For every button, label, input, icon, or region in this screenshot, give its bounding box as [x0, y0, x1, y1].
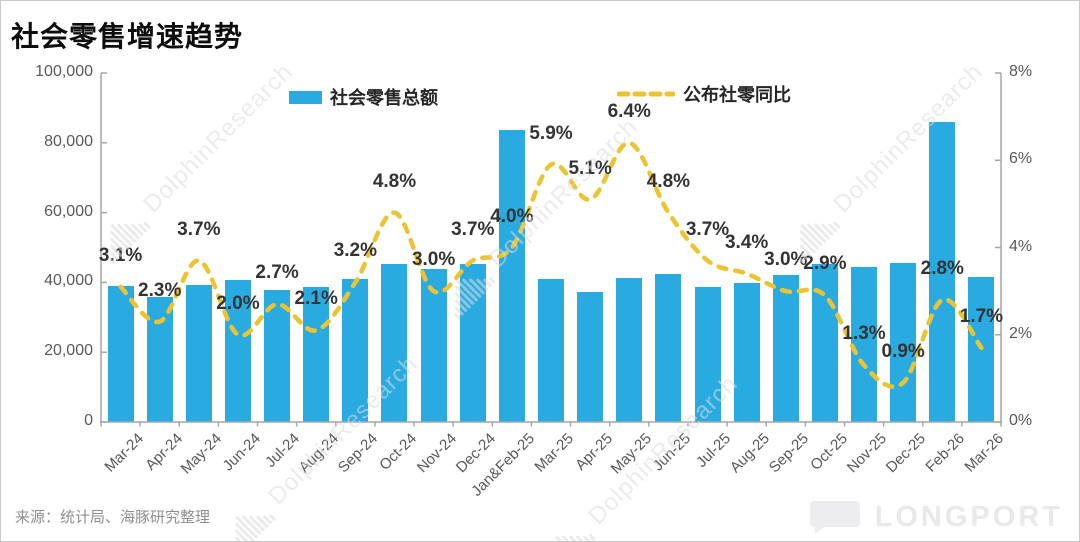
- x-axis-label-Feb-26: Feb-26: [922, 430, 969, 476]
- x-axis-label-Jun-25: Jun-25: [649, 430, 695, 475]
- yoy-point-label-Jun-25: 4.8%: [646, 170, 691, 192]
- yoy-point-label-Apr-24: 2.3%: [138, 279, 182, 301]
- watermark-text: DolphinResearch: [138, 58, 299, 218]
- x-axis-label-Aug-24: Aug-24: [295, 430, 343, 477]
- yoy-point-label-Feb-26: 2.8%: [920, 257, 964, 279]
- x-axis-label-Jun-24: Jun-24: [219, 430, 264, 475]
- yoy-point-label-Oct-25: 2.9%: [803, 253, 847, 275]
- yoy-point-label-Dec-25: 0.9%: [881, 340, 925, 362]
- x-axis-label-May-25: May-25: [607, 430, 656, 478]
- yoy-point-label-Jun-24: 2.0%: [216, 292, 260, 314]
- bar-Nov-24: [420, 269, 447, 422]
- x-axis-label-Sep-24: Sep-24: [335, 430, 382, 477]
- left-axis-tick-label: 80,000: [44, 132, 93, 150]
- longport-logo-icon: [809, 501, 860, 534]
- bar-Jul-24: [264, 290, 291, 422]
- right-axis-tick-label: 6%: [1009, 150, 1033, 168]
- bar-May-24: [185, 285, 212, 422]
- legend-label-retail-total: 社会零售总额: [330, 88, 438, 108]
- yoy-point-label-Mar-25: 5.9%: [529, 122, 573, 144]
- bar-Aug-25: [733, 283, 760, 422]
- x-axis-label-Mar-25: Mar-25: [531, 430, 578, 476]
- left-axis-tick-label: 40,000: [44, 272, 93, 290]
- watermark-text: DolphinResearch: [828, 58, 989, 218]
- left-axis-tick-label: 0: [84, 412, 93, 429]
- bar-Mar-24: [107, 285, 134, 422]
- bar-Mar-26: [968, 276, 995, 422]
- right-axis-tick-label: 2%: [1009, 324, 1033, 342]
- left-axis-tick-label: 100,000: [35, 63, 93, 80]
- bar-Jul-25: [694, 286, 721, 422]
- yoy-point-label-Sep-25: 3.0%: [764, 249, 808, 271]
- bar-Jan&Feb-25: [498, 129, 525, 422]
- bar-Sep-25: [772, 275, 799, 422]
- x-axis-label-Aug-25: Aug-25: [726, 430, 773, 477]
- yoy-point-label-May-25: 6.4%: [607, 100, 651, 122]
- dolphin-watermark: DolphinResearch: [781, 56, 991, 266]
- x-axis-label-Mar-26: Mar-26: [961, 430, 1008, 476]
- left-axis-tick-label: 20,000: [44, 342, 93, 360]
- x-axis-label-Nov-25: Nov-25: [843, 430, 891, 477]
- right-axis-tick-label: 4%: [1009, 237, 1033, 255]
- yoy-point-label-Sep-24: 3.2%: [333, 240, 377, 262]
- source-note: 来源：统计局、海豚研究整理: [15, 509, 211, 526]
- yoy-point-label-Aug-25: 3.4%: [724, 231, 769, 253]
- x-axis-label-May-24: May-24: [177, 430, 225, 478]
- right-axis-tick-label: 0%: [1009, 412, 1033, 429]
- x-axis-label-Mar-24: Mar-24: [100, 430, 147, 476]
- yoy-point-label-Jul-25: 3.7%: [685, 218, 730, 240]
- yoy-point-label-Nov-25: 1.3%: [842, 323, 886, 345]
- yoy-point-label-Mar-24: 3.1%: [98, 244, 143, 266]
- legend-item-retail-total: 社会零售总额: [289, 84, 438, 110]
- yoy-point-label-Aug-24: 2.1%: [294, 288, 338, 310]
- yoy-point-label-Nov-24: 3.0%: [411, 249, 456, 271]
- bar-series-swatch-icon: [289, 90, 322, 104]
- yoy-point-label-Jul-24: 2.7%: [255, 262, 299, 284]
- legend-item-yoy: 公布社零同比: [617, 81, 791, 107]
- longport-logo-text: LONGPORT: [874, 500, 1063, 533]
- bar-Oct-24: [381, 263, 408, 422]
- bar-Apr-25: [577, 292, 604, 422]
- x-axis-label-Nov-24: Nov-24: [413, 430, 460, 477]
- yoy-point-label-Apr-25: 5.1%: [568, 157, 612, 179]
- bar-Dec-24: [459, 264, 486, 422]
- x-axis-label-Dec-25: Dec-25: [882, 430, 930, 477]
- x-axis-label-Sep-25: Sep-25: [765, 430, 812, 477]
- bar-Oct-25: [811, 263, 838, 422]
- legend-label-yoy: 公布社零同比: [683, 85, 791, 105]
- yoy-point-label-May-24: 3.7%: [177, 218, 221, 240]
- left-axis-tick-label: 60,000: [44, 202, 93, 220]
- dolphin-logo-icon: [555, 534, 596, 541]
- bar-Apr-24: [146, 297, 173, 422]
- chart-title: 社会零售增速趋势: [11, 21, 244, 52]
- yoy-point-label-Mar-26: 1.7%: [959, 305, 1004, 327]
- bar-Jun-25: [655, 274, 682, 422]
- dolphin-logo-icon: [234, 514, 276, 541]
- bar-Sep-24: [342, 278, 369, 422]
- yoy-point-label-Dec-24: 3.7%: [451, 218, 495, 240]
- yoy-point-label-Jan&Feb-25: 4.0%: [490, 205, 534, 227]
- x-axis-label-Oct-24: Oct-24: [376, 430, 421, 474]
- right-axis-tick-label: 8%: [1009, 63, 1033, 80]
- x-axis-label-Oct-25: Oct-25: [807, 430, 851, 474]
- bar-Mar-25: [538, 279, 564, 422]
- dashed-line-swatch-icon: [617, 91, 675, 97]
- bar-May-25: [616, 277, 643, 422]
- yoy-point-label-Oct-24: 4.8%: [372, 170, 417, 192]
- longport-logo: LONGPORT: [809, 499, 1063, 535]
